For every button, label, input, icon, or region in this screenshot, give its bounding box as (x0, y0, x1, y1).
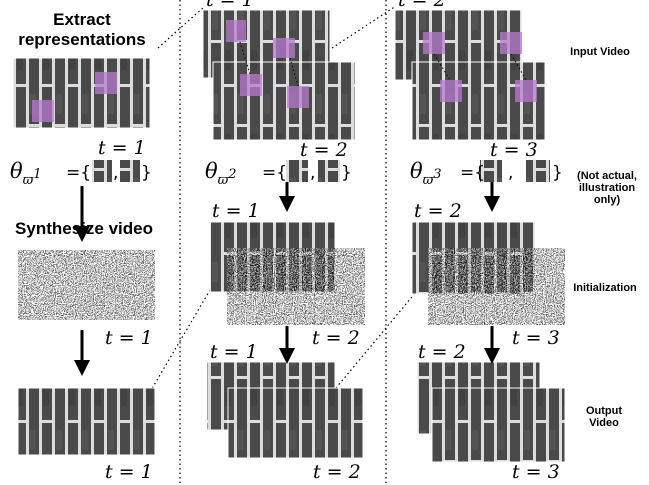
time-label: t = 3 (512, 327, 560, 349)
time-label: t = 2 (414, 200, 462, 222)
theta-sup: 2 (227, 167, 236, 182)
theta-sub: ϖ (423, 173, 434, 188)
theta-sub: ϖ (218, 173, 229, 188)
svg-text:θϖ3: θϖ3 (410, 159, 442, 188)
time-label: t = 1 (212, 200, 260, 222)
brace: } (552, 163, 563, 183)
theta-sup: 1 (33, 167, 41, 182)
brace: ={ (460, 163, 485, 183)
time-label: t = 2 (398, 0, 446, 11)
brace: ={ (262, 163, 287, 183)
time-label: t = 2 (418, 341, 466, 363)
sep: , (310, 163, 315, 183)
brace: ={ (66, 163, 91, 183)
output-frames (18, 362, 565, 462)
brace: } (141, 163, 152, 183)
side-label: Output Video (574, 405, 634, 429)
theta: θ (10, 159, 23, 183)
time-label: t = 1 (98, 137, 146, 159)
theta: θ (410, 159, 423, 183)
svg-text:θϖ1: θϖ1 (10, 159, 42, 188)
side-label: (Not actual, illustration only) (566, 170, 648, 206)
time-label: t = 1 (206, 0, 254, 11)
sep: , (508, 163, 513, 183)
sep: , (113, 163, 118, 183)
time-label: t = 3 (490, 139, 538, 161)
heading: Extract representations (2, 10, 162, 50)
brace: } (341, 163, 352, 183)
time-label: t = 2 (312, 327, 360, 349)
time-label: t = 1 (105, 461, 153, 483)
time-label: t = 1 (210, 341, 258, 363)
figure: θϖ1 ={ , } θϖ2 ={ , } θϖ3 ={ , } t = 1 t… (0, 0, 649, 485)
side-label: Input Video (570, 46, 630, 58)
time-label: t = 2 (300, 139, 348, 161)
diagram: θϖ1 ={ , } θϖ2 ={ , } θϖ3 ={ , } t = 1 t… (0, 0, 649, 485)
heading: Synthesize video (0, 219, 168, 239)
time-label: t = 3 (512, 461, 560, 483)
time-label: t = 2 (313, 461, 361, 483)
svg-text:θϖ2: θϖ2 (205, 159, 237, 188)
theta-sup: 3 (433, 167, 441, 182)
time-label: t = 1 (105, 327, 153, 349)
theta: θ (205, 159, 218, 183)
side-label: Initialization (562, 282, 648, 294)
theta-sub: ϖ (23, 173, 34, 188)
